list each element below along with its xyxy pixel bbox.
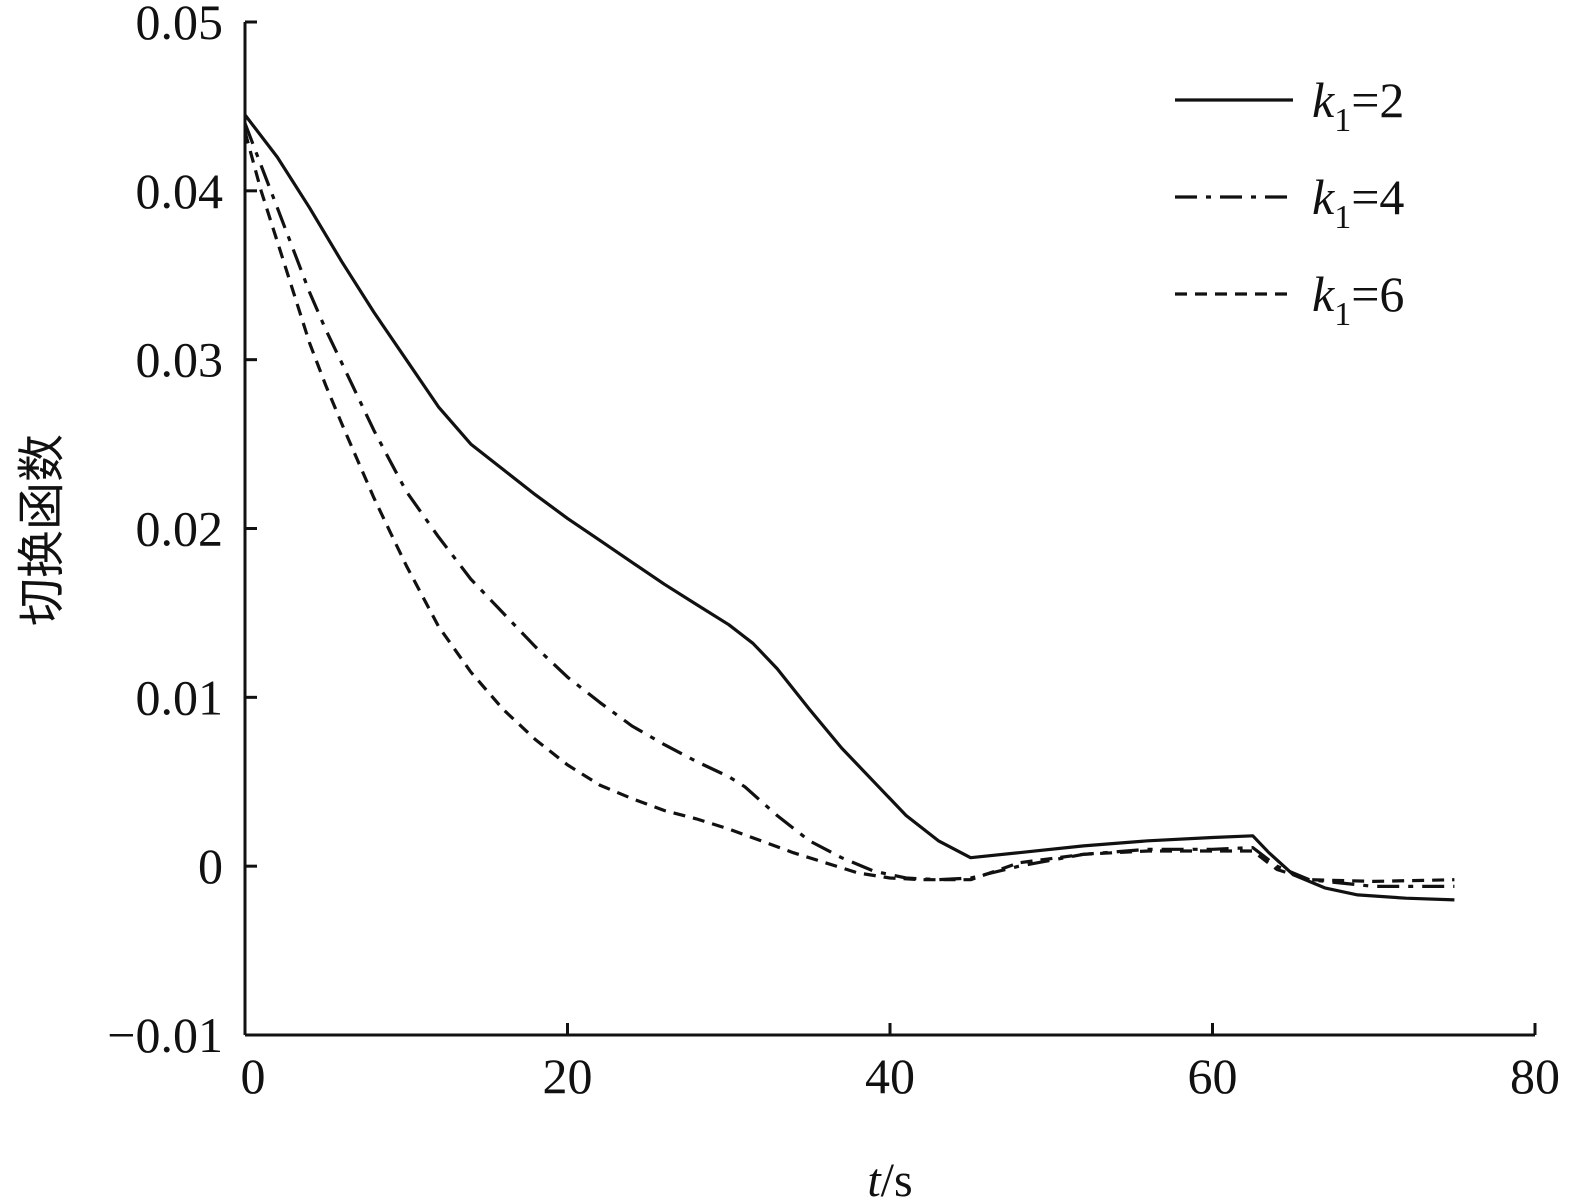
legend-label-subscript: 1 (1334, 102, 1351, 139)
legend-label-variable: k (1312, 169, 1335, 225)
x-tick-label: 40 (865, 1048, 915, 1104)
legend-label-value: =4 (1351, 169, 1404, 225)
y-tick-label: 0.01 (136, 669, 224, 725)
x-tick-label: 20 (543, 1048, 593, 1104)
legend-label-2: k1=4 (1312, 169, 1404, 236)
series-line-1 (243, 113, 1455, 902)
legend-label-subscript: 1 (1334, 199, 1351, 236)
x-axis-label-unit: /s (881, 1154, 913, 1203)
legend-label-variable: k (1312, 266, 1335, 322)
y-axis-label: 切换函数 (16, 434, 69, 626)
legend-label-value: =6 (1351, 266, 1404, 322)
legend-label-1: k1=2 (1312, 72, 1404, 139)
legend-label-3: k1=6 (1312, 266, 1404, 333)
legend-label-value: =2 (1351, 72, 1404, 128)
y-tick-label: 0.05 (136, 0, 224, 50)
y-tick-label: 0 (198, 838, 223, 894)
y-axis-ticks: −0.01 0 0.01 0.02 0.03 0.04 0.05 (107, 0, 257, 1063)
legend: k1=2k1=4k1=6 (1175, 72, 1404, 333)
y-tick-label: −0.01 (107, 1007, 223, 1063)
y-tick-label: 0.03 (136, 332, 224, 388)
series-line-3 (243, 131, 1455, 883)
x-tick-label: 80 (1510, 1048, 1560, 1104)
x-axis-label-variable: t (867, 1154, 882, 1203)
legend-label-variable: k (1312, 72, 1335, 128)
legend-label-subscript: 1 (1334, 296, 1351, 333)
x-axis-label: t/s (867, 1154, 912, 1203)
x-tick-label: 60 (1188, 1048, 1238, 1104)
y-tick-label: 0.04 (136, 163, 224, 219)
x-tick-label: 0 (241, 1048, 266, 1104)
y-tick-label: 0.02 (136, 501, 224, 557)
series-lines (243, 113, 1455, 902)
x-axis-ticks: 0 20 40 60 80 (241, 1023, 1560, 1104)
series-line-2 (243, 122, 1455, 888)
